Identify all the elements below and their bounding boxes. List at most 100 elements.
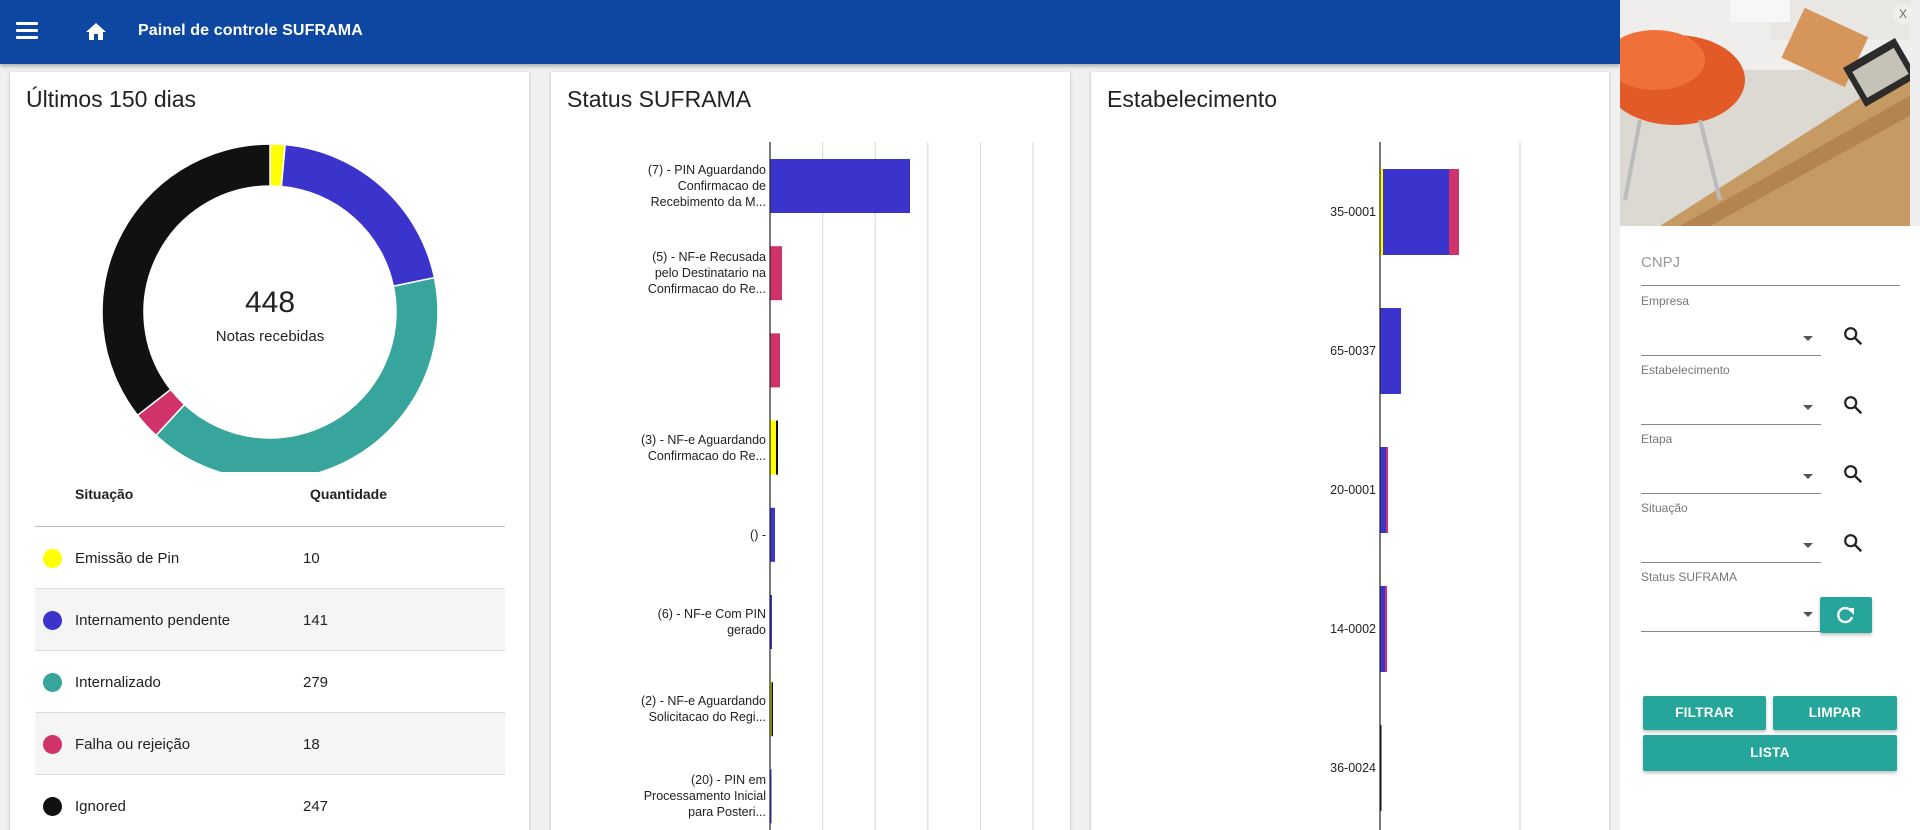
search-icon[interactable] — [1842, 463, 1864, 485]
legend-row[interactable]: Falha ou rejeição 18 — [35, 713, 505, 775]
legend-dot-falha — [43, 735, 62, 754]
legend-dot-emissao — [43, 549, 62, 568]
search-icon[interactable] — [1842, 394, 1864, 416]
bar-category-label: (20) - PIN em Processamento Inicial para… — [643, 773, 766, 820]
status-bar-chart — [769, 142, 1034, 830]
donut-total: 448 — [244, 286, 296, 319]
bar-0-1[interactable] — [1383, 169, 1449, 255]
legend-qty: 279 — [303, 674, 329, 691]
legend-row[interactable]: Internamento pendente 141 — [35, 589, 505, 651]
top-app-bar: Painel de controle SUFRAMA — [0, 0, 1620, 64]
donut-card: Últimos 150 dias 448 Notas recebidas Sit… — [10, 72, 529, 830]
close-icon[interactable]: X — [1893, 4, 1913, 24]
bar-3-2[interactable] — [1385, 586, 1387, 672]
bar-2-1[interactable] — [770, 333, 780, 388]
menu-icon[interactable] — [16, 22, 38, 40]
donut-slice-2[interactable] — [154, 276, 439, 472]
bar-7-0[interactable] — [770, 769, 772, 824]
status-suframa-select[interactable]: Status SUFRAMA — [1641, 570, 1821, 632]
legend-qty: 10 — [303, 550, 320, 567]
estab-card-title: Estabelecimento — [1107, 86, 1278, 112]
lista-button[interactable]: LISTA — [1643, 735, 1897, 771]
chevron-down-icon — [1803, 336, 1813, 341]
header-photo: X — [1620, 0, 1920, 226]
bar-1-1[interactable] — [770, 246, 782, 301]
cnpj-placeholder: CNPJ — [1641, 254, 1681, 271]
bar-category-label: (2) - NF-e Aguardando Solicitacao do Reg… — [640, 694, 766, 725]
estabelecimento-select[interactable]: Estabelecimento — [1641, 363, 1821, 425]
bar-4-0[interactable] — [770, 507, 775, 562]
legend-label: Falha ou rejeição — [75, 736, 191, 753]
donut-slice-4[interactable] — [101, 143, 271, 417]
estab-card: Estabelecimento 35-0001 65-0037 20-0001 14-… — [1091, 72, 1609, 830]
estab-bar-chart — [1379, 142, 1521, 830]
legend-row[interactable]: Emissão de Pin 10 — [35, 527, 505, 589]
chevron-down-icon — [1803, 543, 1813, 548]
bar-6-2[interactable] — [770, 682, 772, 737]
status-suframa-label: Status SUFRAMA — [1641, 570, 1738, 584]
home-icon[interactable] — [84, 20, 108, 44]
bar-category-label: () - — [750, 527, 766, 542]
legend-label: Internalizado — [75, 674, 161, 691]
bar-3-3[interactable] — [776, 420, 778, 475]
donut-chart — [101, 143, 439, 472]
legend-label: Internamento pendente — [75, 612, 231, 629]
bar-category-label: (6) - NF-e Com PIN gerado — [657, 607, 766, 637]
bar-category-label: 36-0024 — [1330, 761, 1376, 775]
limpar-button[interactable]: LIMPAR — [1773, 696, 1897, 730]
filtrar-button[interactable]: FILTRAR — [1643, 696, 1766, 730]
bar-0-0[interactable] — [770, 159, 910, 213]
bar-0-0[interactable] — [1380, 169, 1383, 255]
search-icon[interactable] — [1842, 532, 1864, 554]
legend-row[interactable]: Ignored 247 — [35, 775, 505, 830]
column-header-quantidade: Quantidade — [310, 486, 388, 502]
legend-qty: 18 — [303, 736, 320, 753]
donut-slice-1[interactable] — [280, 143, 436, 288]
bar-5-0[interactable] — [770, 595, 772, 649]
app-title: Painel de controle SUFRAMA — [138, 22, 363, 39]
bar-category-label: 20-0001 — [1330, 483, 1376, 497]
chevron-down-icon — [1803, 612, 1813, 617]
etapa-label: Etapa — [1641, 432, 1673, 446]
bar-category-label: (5) - NF-e Recusada pelo Destinatario na… — [647, 250, 766, 297]
legend-dot-internamento — [43, 611, 62, 630]
bar-6-3[interactable] — [771, 682, 774, 737]
legend-dot-internalizado — [43, 673, 62, 692]
bar-2-1[interactable] — [1380, 447, 1386, 533]
bar-4-3[interactable] — [1380, 725, 1382, 811]
chevron-down-icon — [1803, 405, 1813, 410]
legend-dot-ignored — [43, 797, 62, 816]
bar-category-label: 35-0001 — [1330, 205, 1376, 219]
bar-0-2[interactable] — [1449, 169, 1459, 255]
status-card: Status SUFRAMA (7) - PIN Aguardando Conf… — [551, 72, 1070, 830]
legend-divider — [35, 526, 505, 527]
cnpj-field[interactable]: CNPJ — [1641, 250, 1900, 286]
legend-label: Ignored — [75, 798, 126, 815]
empresa-label: Empresa — [1641, 294, 1690, 308]
situacao-select[interactable]: Situação — [1641, 501, 1821, 563]
status-card-title: Status SUFRAMA — [567, 86, 752, 112]
chevron-down-icon — [1803, 474, 1813, 479]
etapa-select[interactable]: Etapa — [1641, 432, 1821, 494]
legend-label: Emissão de Pin — [75, 550, 180, 567]
bar-category-label: (3) - NF-e Aguardando Confirmacao do Re.… — [640, 432, 766, 463]
situacao-label: Situação — [1641, 501, 1688, 515]
bar-1-1[interactable] — [1380, 308, 1401, 394]
legend-qty: 247 — [303, 798, 329, 815]
bar-2-2[interactable] — [1386, 447, 1388, 533]
search-icon[interactable] — [1842, 325, 1864, 347]
filter-panel: X CNPJ Empresa Estabelecimento Etapa Sit… — [1620, 0, 1920, 830]
refresh-icon — [1837, 606, 1854, 624]
legend-qty: 141 — [303, 612, 329, 629]
bar-category-label: 14-0002 — [1330, 622, 1376, 636]
empresa-select[interactable]: Empresa — [1641, 294, 1821, 356]
estabelecimento-label: Estabelecimento — [1641, 363, 1730, 377]
bar-category-label: (7) - PIN Aguardando Confirmacao de Rece… — [647, 163, 766, 209]
bar-3-1[interactable] — [1380, 586, 1385, 672]
refresh-button[interactable] — [1820, 597, 1872, 633]
legend-row[interactable]: Internalizado 279 — [35, 651, 505, 713]
donut-total-label: Notas recebidas — [215, 328, 325, 345]
bar-category-label: 65-0037 — [1330, 344, 1376, 358]
donut-card-title: Últimos 150 dias — [26, 86, 197, 112]
bar-3-2[interactable] — [770, 420, 776, 475]
